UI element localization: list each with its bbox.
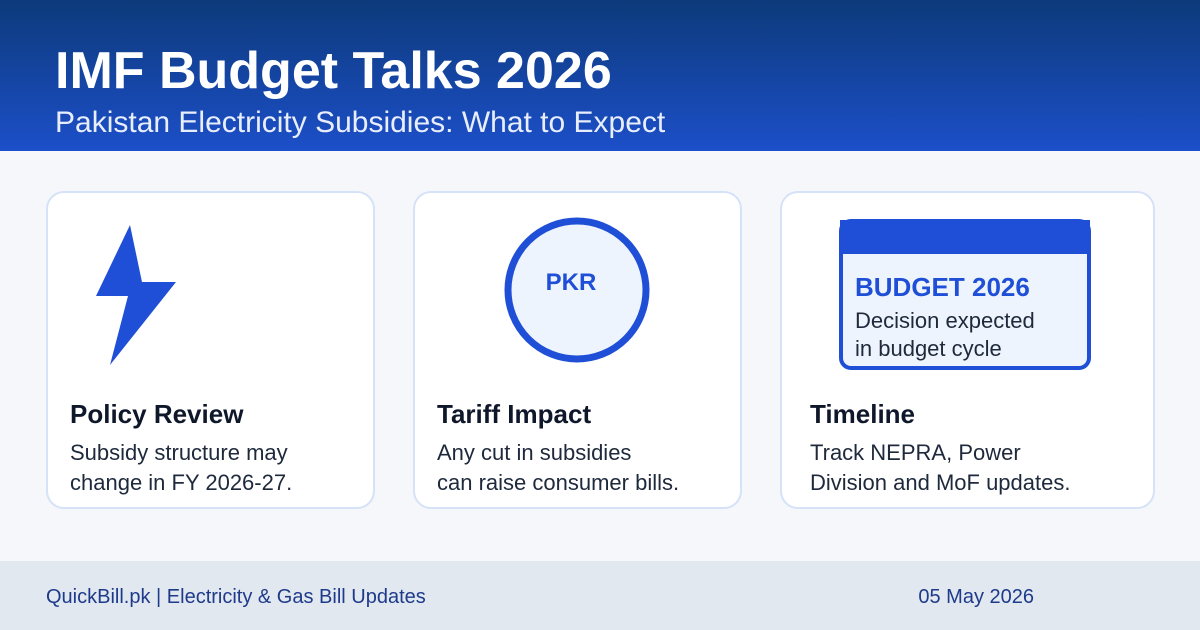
footer-date: 05 May 2026	[918, 586, 1034, 608]
card-text: can raise consumer bills.	[437, 470, 679, 495]
icon-text: PKR	[546, 269, 597, 296]
footer	[0, 561, 1200, 630]
title: IMF Budget Talks 2026	[55, 42, 612, 100]
header	[0, 0, 1200, 151]
card-text: Subsidy structure may	[70, 440, 288, 465]
card-text: Track NEPRA, Power	[810, 440, 1021, 465]
card-text: change in FY 2026-27.	[70, 470, 292, 495]
calendar-bar	[840, 220, 1090, 254]
card-title: Policy Review	[70, 399, 244, 429]
coin-icon	[504, 217, 650, 363]
bolt-icon	[96, 225, 176, 365]
card-title: Timeline	[810, 399, 915, 429]
icon-text: BUDGET 2026	[855, 272, 1030, 302]
card-text: Division and MoF updates.	[810, 470, 1070, 495]
subtitle: Pakistan Electricity Subsidies: What to …	[55, 106, 666, 139]
card-text: Any cut in subsidies	[437, 440, 631, 465]
footer-source: QuickBill.pk | Electricity & Gas Bill Up…	[46, 586, 426, 608]
icon-line: in budget cycle	[855, 336, 1002, 361]
card-title: Tariff Impact	[437, 399, 591, 429]
card	[46, 191, 375, 509]
icon-line: Decision expected	[855, 308, 1035, 333]
